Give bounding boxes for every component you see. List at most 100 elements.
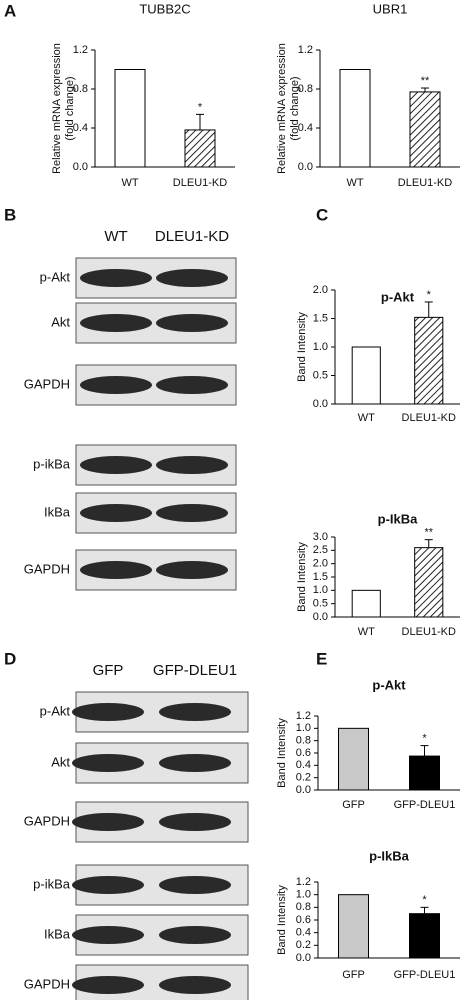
y-tick-label: 0.8 bbox=[296, 735, 311, 747]
x-tick-label: WT bbox=[346, 177, 363, 189]
blot-band bbox=[72, 926, 144, 944]
y-axis-label: Band Intensity bbox=[296, 312, 308, 382]
blot-row-label: IkBa bbox=[44, 504, 71, 519]
bar bbox=[114, 69, 146, 168]
bar bbox=[414, 547, 444, 618]
y-tick-label: 1.5 bbox=[313, 571, 328, 583]
blot-band bbox=[80, 269, 152, 287]
y-tick-label: 0.0 bbox=[296, 952, 311, 964]
y-tick-label: 1.5 bbox=[313, 312, 328, 324]
blot-row-label: GAPDH bbox=[24, 561, 70, 576]
blot-band bbox=[156, 504, 228, 522]
x-tick-label: GFP bbox=[342, 799, 365, 811]
y-tick-label: 1.2 bbox=[298, 44, 313, 56]
blot-band bbox=[159, 876, 231, 894]
blot-band bbox=[72, 876, 144, 894]
chart-title: p-IkBa bbox=[369, 848, 410, 863]
blot-band bbox=[80, 561, 152, 579]
y-tick-label: 2.0 bbox=[313, 284, 328, 296]
blot-row-label: Akt bbox=[51, 754, 70, 769]
y-tick-label: 0.0 bbox=[313, 398, 328, 410]
x-tick-label: DLEU1-KD bbox=[402, 412, 456, 424]
chart-title: p-Akt bbox=[372, 677, 406, 692]
panel-label: D bbox=[4, 649, 16, 668]
bar bbox=[414, 316, 444, 405]
y-tick-label: 0.8 bbox=[296, 901, 311, 913]
blot-band bbox=[159, 813, 231, 831]
blot-band bbox=[156, 269, 228, 287]
y-tick-label: 2.0 bbox=[313, 558, 328, 570]
x-tick-label: DLEU1-KD bbox=[173, 177, 227, 189]
y-tick-label: 1.2 bbox=[73, 44, 88, 56]
bar bbox=[338, 894, 369, 959]
blot-row-label: IkBa bbox=[44, 926, 71, 941]
y-axis-label: (fold change) bbox=[64, 76, 76, 140]
panel-label: C bbox=[316, 205, 328, 224]
significance: ** bbox=[424, 527, 433, 539]
significance: * bbox=[427, 289, 432, 301]
y-axis-label: Band Intensity bbox=[276, 718, 288, 788]
blot-column-label: GFP bbox=[93, 662, 124, 679]
x-tick-label: WT bbox=[121, 177, 138, 189]
blot-band bbox=[159, 926, 231, 944]
significance: ** bbox=[421, 75, 430, 87]
y-tick-label: 0.6 bbox=[296, 747, 311, 759]
y-tick-label: 0.5 bbox=[313, 598, 328, 610]
y-tick-label: 0.8 bbox=[73, 83, 88, 95]
blot-column-label: GFP-DLEU1 bbox=[153, 662, 237, 679]
bar bbox=[351, 346, 381, 405]
blot-band bbox=[80, 314, 152, 332]
y-axis-label: Band Intensity bbox=[276, 885, 288, 955]
blot-row-label: GAPDH bbox=[24, 976, 70, 991]
blot-row-label: GAPDH bbox=[24, 813, 70, 828]
bar bbox=[409, 913, 440, 959]
y-tick-label: 0.4 bbox=[298, 122, 313, 134]
y-tick-label: 0.8 bbox=[298, 83, 313, 95]
blot-row-label: Akt bbox=[51, 314, 70, 329]
bar bbox=[409, 755, 440, 791]
blot-band bbox=[156, 376, 228, 394]
blot-band bbox=[80, 504, 152, 522]
blot-row-label: p-Akt bbox=[40, 269, 71, 284]
blot-band bbox=[156, 456, 228, 474]
y-axis-label: Relative mRNA expression bbox=[51, 43, 63, 174]
bar bbox=[339, 69, 371, 168]
significance: * bbox=[422, 733, 427, 745]
blot-band bbox=[72, 754, 144, 772]
y-tick-label: 0.4 bbox=[73, 122, 88, 134]
blot-band bbox=[159, 703, 231, 721]
blot-row-label: p-ikBa bbox=[33, 456, 71, 471]
x-tick-label: GFP-DLEU1 bbox=[394, 799, 456, 811]
y-axis-label: (fold change) bbox=[289, 76, 301, 140]
y-tick-label: 0.0 bbox=[296, 784, 311, 796]
blot-band bbox=[159, 976, 231, 994]
bar bbox=[351, 589, 381, 618]
significance: * bbox=[422, 894, 427, 906]
y-tick-label: 3.0 bbox=[313, 531, 328, 543]
panel-label: A bbox=[4, 1, 16, 20]
y-tick-label: 2.5 bbox=[313, 544, 328, 556]
y-tick-label: 1.2 bbox=[296, 710, 311, 722]
x-tick-label: WT bbox=[358, 626, 375, 638]
y-tick-label: 0.5 bbox=[313, 369, 328, 381]
blot-band bbox=[72, 813, 144, 831]
y-tick-label: 1.2 bbox=[296, 876, 311, 888]
y-tick-label: 1.0 bbox=[313, 584, 328, 596]
y-tick-label: 0.6 bbox=[296, 914, 311, 926]
blot-column-label: DLEU1-KD bbox=[155, 228, 229, 245]
y-axis-label: Band Intensity bbox=[296, 542, 308, 612]
significance: * bbox=[198, 101, 203, 113]
y-tick-label: 0.2 bbox=[296, 939, 311, 951]
chart-title: p-Akt bbox=[381, 289, 415, 304]
bar bbox=[184, 129, 216, 168]
bar bbox=[338, 727, 369, 791]
y-tick-label: 1.0 bbox=[313, 341, 328, 353]
x-tick-label: DLEU1-KD bbox=[402, 626, 456, 638]
y-tick-label: 0.0 bbox=[73, 161, 88, 173]
blot-band bbox=[72, 976, 144, 994]
blot-row-label: GAPDH bbox=[24, 376, 70, 391]
panel-label: B bbox=[4, 205, 16, 224]
x-tick-label: GFP-DLEU1 bbox=[394, 969, 456, 981]
blot-band bbox=[80, 456, 152, 474]
